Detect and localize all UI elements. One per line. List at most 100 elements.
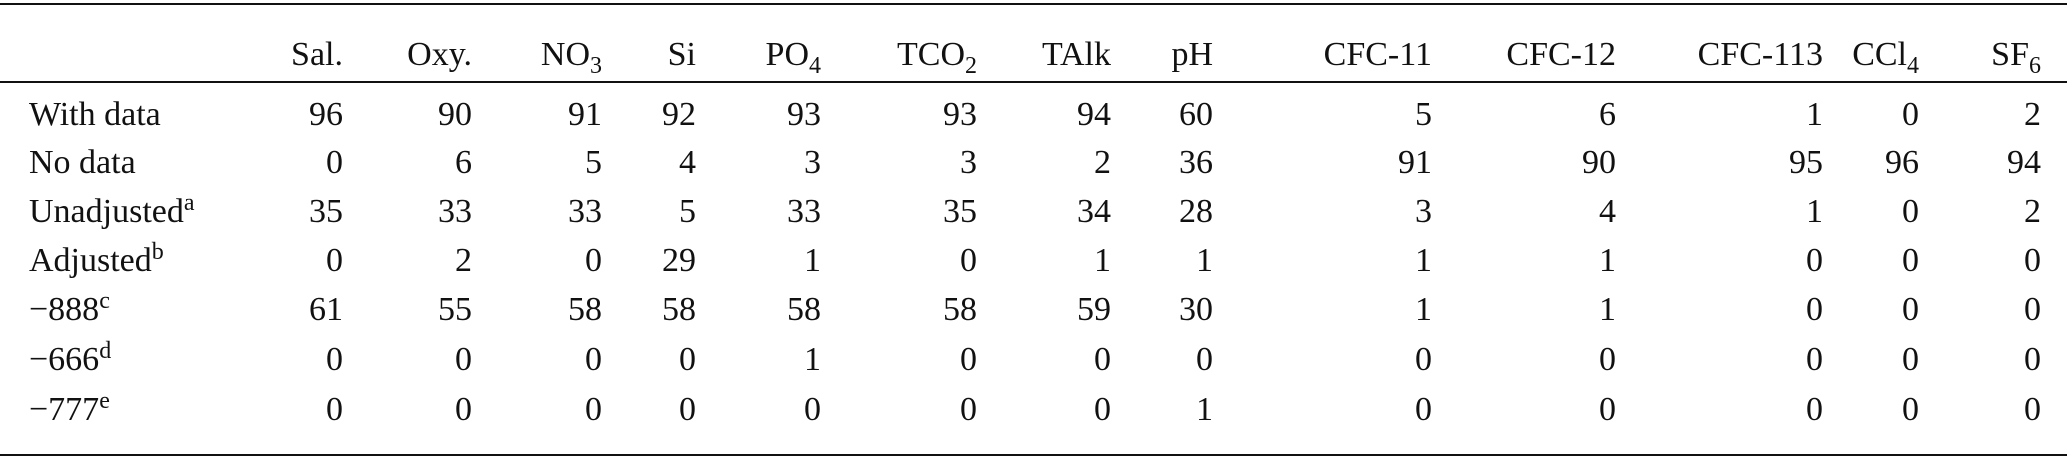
value-cell: 0 [1415,391,1432,428]
value-cell: 58 [568,291,602,328]
value-cell: 5 [1415,96,1432,133]
header-text: CFC-113 [1697,36,1823,73]
value-cell: 0 [679,391,696,428]
value-cell: 92 [662,96,696,133]
value-cell: 90 [438,96,472,133]
value-cell: 0 [326,341,343,378]
value-cell: 36 [1179,144,1213,181]
value-cell: 58 [787,291,821,328]
header-text: Sal. [291,36,343,73]
value-cell: 93 [787,96,821,133]
value-cell: 61 [309,291,343,328]
value-cell: 96 [1885,144,1919,181]
column-header: PO4 [765,33,821,79]
header-subscript: 4 [809,53,821,79]
value-cell: 4 [679,144,696,181]
header-text: Oxy. [407,36,472,73]
value-cell: 0 [1415,341,1432,378]
value-cell: 2 [1094,144,1111,181]
value-cell: 0 [455,391,472,428]
header-text: TCO [897,36,965,73]
column-header: CFC-12 [1506,33,1616,77]
value-cell: 0 [1806,242,1823,279]
value-cell: 6 [455,144,472,181]
value-cell: 0 [2024,242,2041,279]
column-header: TAlk [1042,33,1111,77]
value-cell: 1 [804,242,821,279]
value-cell: 91 [1398,144,1432,181]
value-cell: 3 [960,144,977,181]
value-cell: 1 [1599,291,1616,328]
header-text: NO [540,36,590,73]
value-cell: 33 [438,193,472,230]
footnote-mark: a [183,190,195,216]
value-cell: 0 [1902,391,1919,428]
header-text: PO [765,36,809,73]
value-cell: 0 [1806,391,1823,428]
header-subscript: 4 [1907,53,1919,79]
value-cell: 0 [326,144,343,181]
value-cell: 1 [804,341,821,378]
value-cell: 0 [455,341,472,378]
value-cell: 90 [1582,144,1616,181]
label-text: −777 [29,391,100,428]
label-text: Adjusted [29,242,152,279]
column-header: SF6 [1991,33,2041,79]
header-text: pH [1171,36,1213,73]
footnote-mark: b [151,239,164,265]
value-cell: 0 [1902,242,1919,279]
value-cell: 1 [1196,391,1213,428]
value-cell: 0 [326,242,343,279]
value-cell: 0 [1806,291,1823,328]
value-cell: 0 [2024,341,2041,378]
value-cell: 33 [787,193,821,230]
value-cell: 58 [943,291,977,328]
value-cell: 0 [585,341,602,378]
header-text: TAlk [1041,36,1111,73]
value-cell: 93 [943,96,977,133]
value-cell: 0 [1599,341,1616,378]
label-text: −888 [29,291,100,328]
value-cell: 91 [568,96,602,133]
value-cell: 35 [943,193,977,230]
header-text: CCl [1852,36,1907,73]
value-cell: 6 [1599,96,1616,133]
value-cell: 1 [1806,96,1823,133]
column-header: TCO2 [897,33,977,78]
value-cell: 0 [804,391,821,428]
row-label: −666d [29,338,111,382]
value-cell: 2 [2024,193,2041,230]
value-cell: 33 [568,193,602,230]
label-text: With data [29,96,161,133]
header-text: Si [667,36,696,73]
column-header: NO3 [540,33,602,78]
value-cell: 34 [1077,193,1111,230]
value-cell: 30 [1179,291,1213,328]
value-cell: 5 [679,193,696,230]
footnote-mark: c [99,288,110,314]
row-label: With data [29,93,161,137]
value-cell: 0 [1806,341,1823,378]
value-cell: 94 [1077,96,1111,133]
value-cell: 1 [1196,242,1213,279]
footnote-mark: e [99,388,110,414]
value-cell: 5 [585,144,602,181]
row-label: −888c [29,288,110,332]
column-header: CFC-11 [1324,33,1432,77]
value-cell: 3 [804,144,821,181]
header-rule [0,81,2067,83]
bottom-rule [0,454,2067,456]
column-header: CCl4 [1852,33,1919,79]
header-text: SF [1991,36,2029,73]
row-label: Unadjusteda [29,190,195,234]
value-cell: 0 [1902,341,1919,378]
header-text: CFC-12 [1506,36,1616,73]
value-cell: 1 [1806,193,1823,230]
value-cell: 0 [1599,391,1616,428]
top-rule [0,3,2067,5]
value-cell: 0 [1094,341,1111,378]
value-cell: 0 [960,391,977,428]
label-text: −666 [29,341,100,378]
header-subscript: 6 [2029,53,2041,79]
